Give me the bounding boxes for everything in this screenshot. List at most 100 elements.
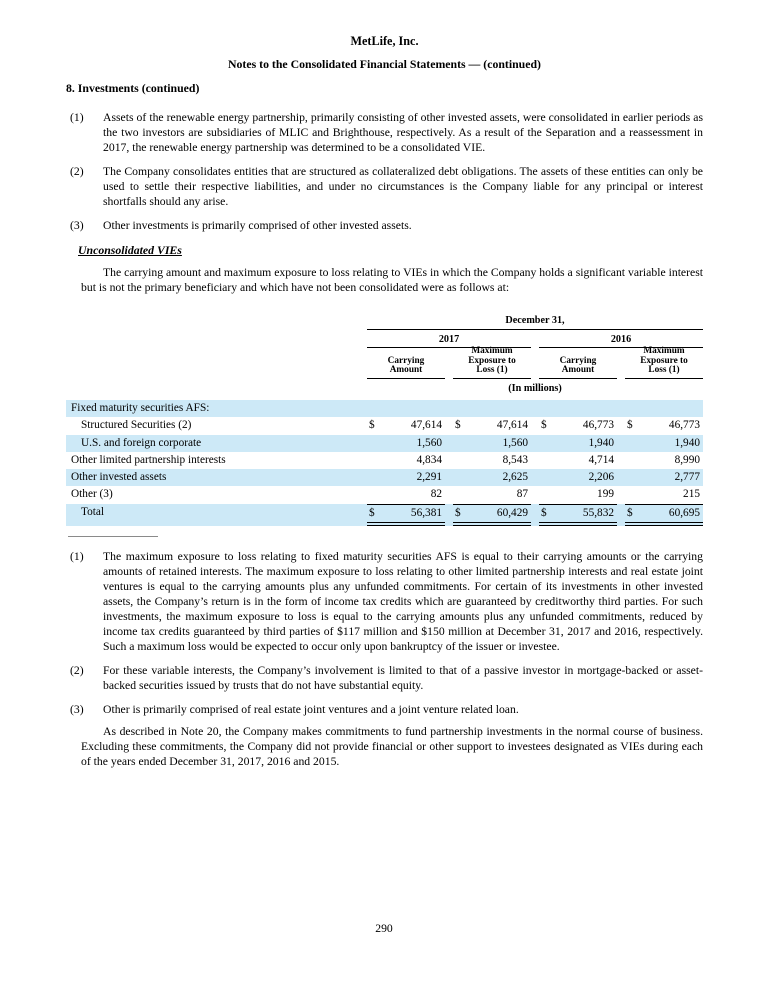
currency-symbol	[625, 469, 627, 486]
currency-symbol: $	[455, 506, 461, 519]
year-group-area: 2017 2016	[367, 330, 703, 348]
colhead-max-exposure-2017: Maximum Exposure to Loss (1)	[453, 346, 531, 379]
table-units-row: (In millions)	[66, 379, 703, 394]
table-row-other-limited-partnership: Other limited partnership interests 4,83…	[66, 452, 703, 469]
cell-value	[528, 400, 531, 417]
cell-2016-carrying: 2,206	[539, 469, 617, 486]
currency-symbol	[539, 486, 541, 503]
cell-value: 8,990	[674, 453, 700, 466]
footnote-text: The maximum exposure to loss relating to…	[103, 549, 703, 653]
table-date-row: December 31,	[66, 315, 703, 330]
cell-2016-carrying	[539, 400, 617, 417]
cell-value: 47,614	[496, 419, 528, 432]
cell-2016-carrying: 4,714	[539, 452, 617, 469]
footnote-number: (1)	[70, 549, 84, 563]
note-number: (3)	[70, 219, 84, 232]
unconsolidated-vies-heading: Unconsolidated VIEs	[78, 243, 182, 257]
row-label: Other limited partnership interests	[71, 453, 226, 466]
intro-paragraph: The carrying amount and maximum exposure…	[81, 266, 703, 294]
currency-symbol: $	[369, 506, 375, 519]
cell-2017-carrying: $47,614	[367, 417, 445, 434]
company-title: MetLife, Inc.	[350, 34, 419, 48]
table-spacer	[66, 330, 367, 348]
currency-symbol	[625, 400, 627, 417]
currency-symbol	[625, 435, 627, 452]
currency-symbol	[367, 486, 369, 503]
table-year-row: 2017 2016	[66, 330, 703, 348]
cell-value: 60,429	[496, 506, 528, 519]
table-row-structured-securities: Structured Securities (2) $47,614 $47,61…	[66, 417, 703, 434]
page-number: 290	[375, 922, 393, 935]
cell-value: 46,773	[582, 419, 614, 432]
footnote-text: Other is primarily comprised of real est…	[103, 702, 519, 716]
year-2016-header: 2016	[539, 330, 703, 348]
cell-value: 1,560	[416, 436, 442, 449]
cell-value: 87	[516, 488, 528, 501]
table-row-other-invested-assets: Other invested assets 2,291 2,625 2,206 …	[66, 469, 703, 487]
cell-2017-carrying: 4,834	[367, 452, 445, 469]
cell-value: 2,625	[502, 471, 528, 484]
vie-table: December 31, 2017 2016 Carrying Amount M…	[66, 315, 703, 526]
note-text: Other investments is primarily comprised…	[103, 219, 412, 232]
cell-2017-max-exposure: 1,560	[453, 435, 531, 452]
footnote-text: For these variable interests, the Compan…	[103, 663, 703, 692]
column-gap	[531, 330, 539, 348]
cell-value: 1,940	[674, 436, 700, 449]
cell-2017-max-exposure: $60,429	[453, 503, 531, 526]
cell-2016-carrying: $46,773	[539, 417, 617, 434]
currency-symbol	[625, 486, 627, 503]
currency-symbol	[453, 400, 455, 417]
cell-value: 215	[683, 488, 700, 501]
currency-symbol	[539, 469, 541, 486]
row-label: Structured Securities (2)	[81, 419, 192, 432]
cell-2017-max-exposure	[453, 400, 531, 417]
currency-symbol	[453, 486, 455, 503]
cell-value: 1,560	[502, 436, 528, 449]
cell-2017-carrying	[367, 400, 445, 417]
footnote-number: (3)	[70, 702, 84, 716]
currency-symbol	[367, 452, 369, 469]
currency-symbol: $	[455, 419, 461, 432]
cell-2016-carrying: 199	[539, 486, 617, 503]
table-row-other: Other (3) 82 87 199 215	[66, 486, 703, 503]
colhead-carrying-2016: Carrying Amount	[539, 348, 617, 379]
row-label: Other (3)	[71, 488, 113, 501]
cell-value: 47,614	[410, 419, 442, 432]
cell-value: 2,291	[416, 471, 442, 484]
cell-value: 2,206	[588, 471, 614, 484]
currency-symbol	[539, 452, 541, 469]
cell-2016-max-exposure: $46,773	[625, 417, 703, 434]
document-subtitle: Notes to the Consolidated Financial Stat…	[228, 57, 541, 71]
cell-2017-max-exposure: 2,625	[453, 469, 531, 486]
document-content: MetLife, Inc. Notes to the Consolidated …	[66, 34, 703, 768]
currency-symbol: $	[627, 506, 633, 519]
footnote-item-3: (3) Other is primarily comprised of real…	[66, 702, 703, 717]
cell-value	[614, 400, 617, 417]
currency-symbol	[453, 435, 455, 452]
cell-value: 4,714	[588, 453, 614, 466]
column-headers: Carrying Amount Maximum Exposure to Loss…	[367, 346, 703, 379]
note-item-1: (1) Assets of the renewable energy partn…	[66, 110, 703, 155]
footnote-item-1: (1) The maximum exposure to loss relatin…	[66, 549, 703, 654]
table-body: Fixed maturity securities AFS: Structure…	[66, 400, 703, 526]
cell-value	[442, 400, 445, 417]
note-number: (1)	[70, 111, 84, 124]
cell-value: 8,543	[502, 453, 528, 466]
cell-2016-max-exposure: $60,695	[625, 503, 703, 526]
colhead-max-exposure-2016: Maximum Exposure to Loss (1)	[625, 346, 703, 379]
currency-symbol	[367, 400, 369, 417]
currency-symbol	[539, 400, 541, 417]
currency-symbol: $	[369, 419, 375, 432]
footnote-divider	[68, 535, 158, 537]
footnote-item-2: (2) For these variable interests, the Co…	[66, 663, 703, 693]
table-row-fixed-maturity-afs: Fixed maturity securities AFS:	[66, 400, 703, 418]
table-spacer	[66, 315, 367, 330]
note-text: The Company consolidates entities that a…	[103, 165, 703, 208]
cell-value: 199	[597, 488, 614, 501]
cell-2017-max-exposure: 87	[453, 486, 531, 503]
cell-value: 4,834	[416, 453, 442, 466]
table-date-header: December 31,	[367, 315, 703, 330]
cell-value	[700, 400, 703, 417]
colhead-carrying-2017: Carrying Amount	[367, 348, 445, 379]
